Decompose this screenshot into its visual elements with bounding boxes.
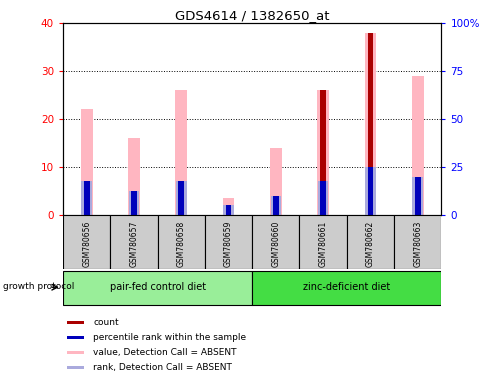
Bar <box>270 148 281 215</box>
Bar <box>270 196 281 215</box>
Bar <box>84 182 90 215</box>
Bar <box>176 182 186 215</box>
Bar <box>225 205 231 215</box>
Bar <box>131 191 136 215</box>
Bar <box>67 351 84 354</box>
Text: GSM780661: GSM780661 <box>318 220 327 266</box>
Bar <box>364 167 375 215</box>
Text: GSM780658: GSM780658 <box>176 220 185 266</box>
Text: GSM780656: GSM780656 <box>82 220 91 267</box>
Bar <box>204 215 252 269</box>
Text: value, Detection Call = ABSENT: value, Detection Call = ABSENT <box>93 348 236 357</box>
Bar <box>178 182 184 215</box>
Bar <box>67 366 84 369</box>
Bar <box>110 215 157 269</box>
Bar <box>252 271 440 305</box>
Bar <box>364 33 376 215</box>
Bar <box>222 198 234 215</box>
Bar <box>128 138 139 215</box>
Bar <box>175 90 187 215</box>
Text: zinc-deficient diet: zinc-deficient diet <box>302 282 390 292</box>
Text: growth protocol: growth protocol <box>3 281 75 291</box>
Bar <box>252 215 299 269</box>
Bar <box>317 90 328 215</box>
Bar <box>223 205 233 215</box>
Bar <box>411 177 422 215</box>
Text: count: count <box>93 318 119 327</box>
Bar <box>317 182 328 215</box>
Bar <box>411 76 423 215</box>
Text: rank, Detection Call = ABSENT: rank, Detection Call = ABSENT <box>93 363 232 372</box>
Bar <box>63 271 252 305</box>
Bar <box>393 215 440 269</box>
Bar <box>414 177 420 215</box>
Bar <box>63 215 110 269</box>
Text: GSM780659: GSM780659 <box>224 220 233 267</box>
Bar <box>367 167 373 215</box>
Text: GSM780662: GSM780662 <box>365 220 374 266</box>
Bar <box>299 215 346 269</box>
Bar <box>81 182 92 215</box>
Title: GDS4614 / 1382650_at: GDS4614 / 1382650_at <box>175 9 329 22</box>
Bar <box>67 321 84 324</box>
Bar <box>157 215 204 269</box>
Bar <box>319 182 325 215</box>
Text: GSM780657: GSM780657 <box>129 220 138 267</box>
Bar <box>67 336 84 339</box>
Text: percentile rank within the sample: percentile rank within the sample <box>93 333 246 342</box>
Text: pair-fed control diet: pair-fed control diet <box>109 282 205 292</box>
Bar <box>81 109 92 215</box>
Text: GSM780663: GSM780663 <box>412 220 422 267</box>
Bar <box>367 33 373 215</box>
Bar <box>128 191 139 215</box>
Bar <box>272 196 278 215</box>
Bar <box>346 215 393 269</box>
Text: GSM780660: GSM780660 <box>271 220 280 267</box>
Bar <box>319 90 325 215</box>
